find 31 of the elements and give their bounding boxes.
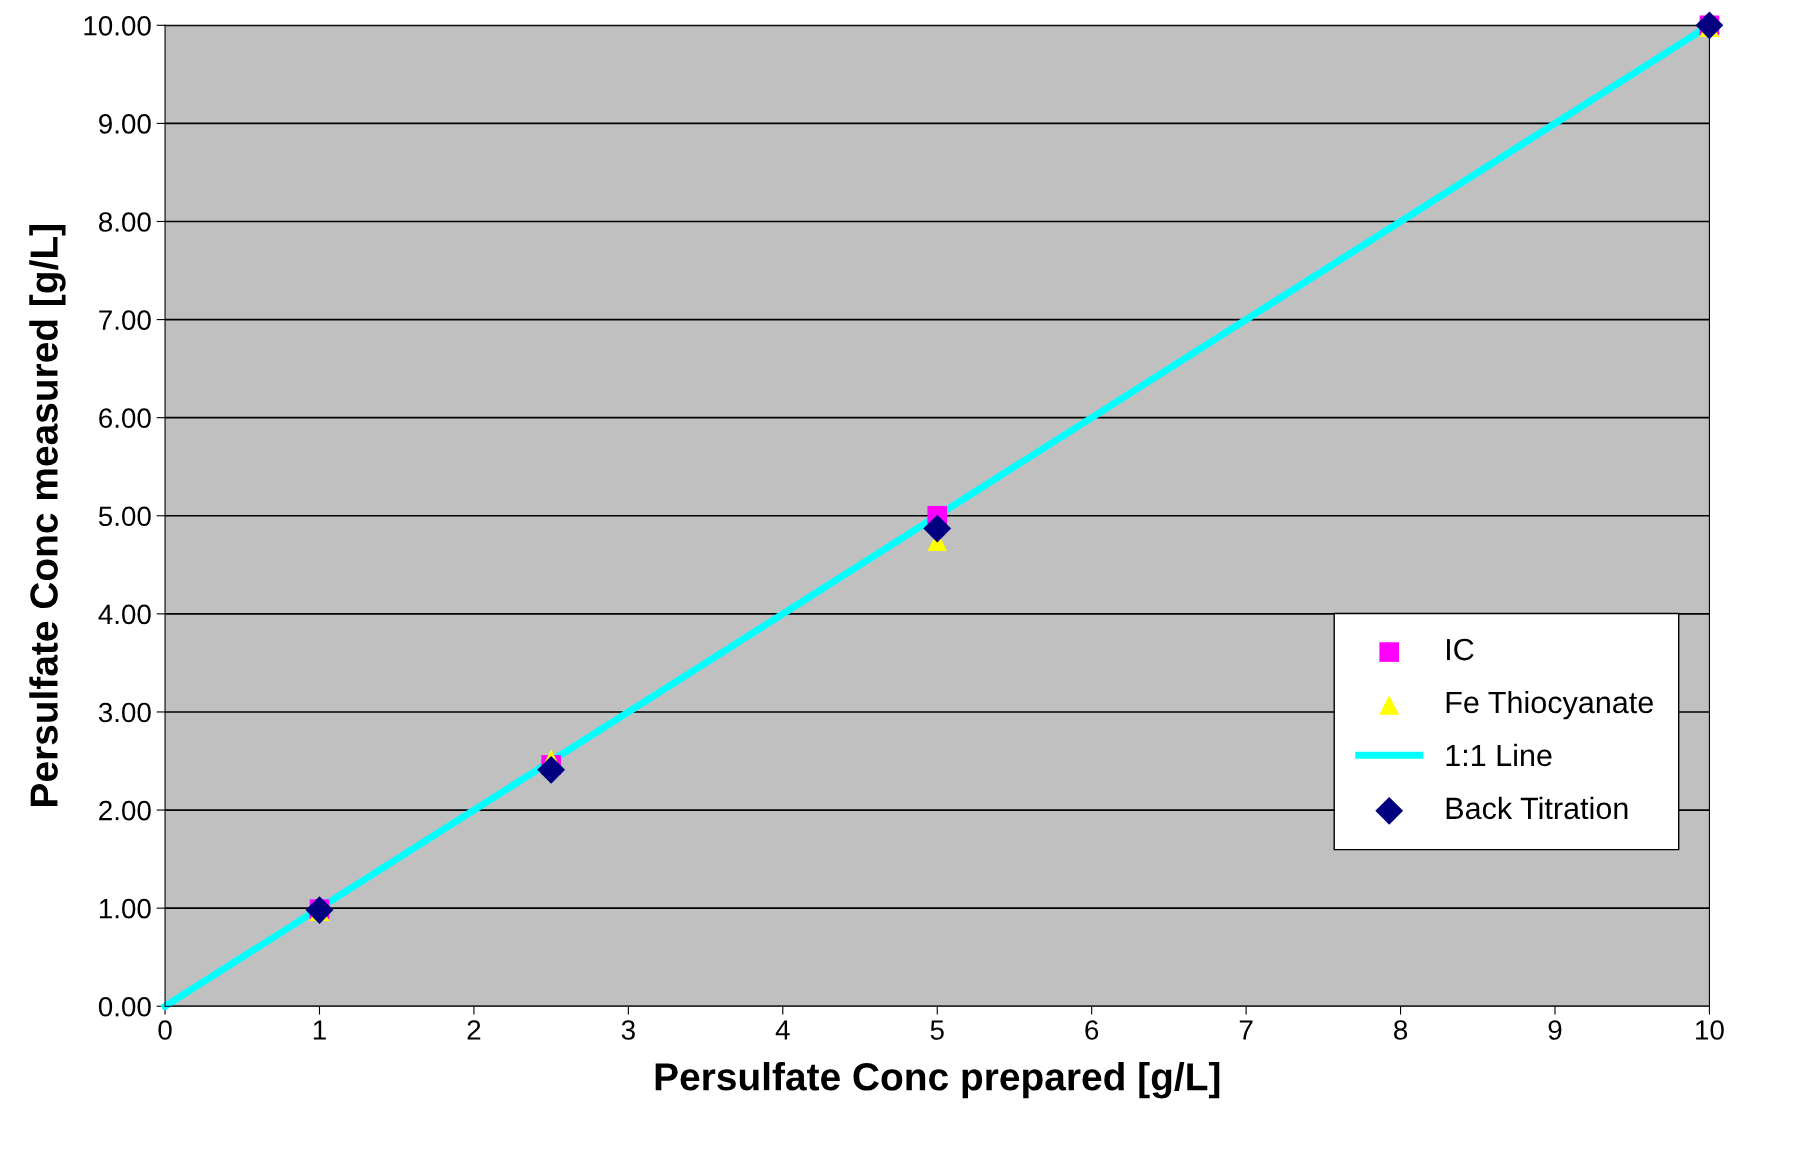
legend-label: Back Titration bbox=[1446, 796, 1628, 820]
y-tick-label: 4.00 bbox=[98, 604, 151, 625]
x-tick-label: 3 bbox=[621, 1020, 635, 1040]
y-axis-title: Persulfate Conc measured [g/L] bbox=[29, 225, 66, 806]
x-tick-label: 6 bbox=[1085, 1020, 1099, 1040]
y-tick-label: 8.00 bbox=[99, 212, 151, 232]
x-tick-label: 2 bbox=[467, 1020, 481, 1040]
x-tick-label: 0 bbox=[158, 1020, 172, 1040]
legend-label: IC bbox=[1447, 638, 1474, 661]
point bbox=[305, 896, 334, 925]
y-tick-label: 0.00 bbox=[98, 996, 151, 1017]
x-tick-label: 10 bbox=[1696, 1020, 1724, 1040]
x-tick-label: 1 bbox=[313, 1020, 326, 1040]
y-tick-label: 7.00 bbox=[99, 310, 151, 330]
x-tick-label: 8 bbox=[1394, 1020, 1408, 1040]
x-tick-label: 7 bbox=[1239, 1020, 1253, 1040]
x-tick-label: 4 bbox=[775, 1020, 790, 1040]
legend-label: Fe Thiocyanate bbox=[1446, 690, 1653, 720]
x-tick-label: 5 bbox=[930, 1020, 944, 1040]
y-tick-label: 9.00 bbox=[99, 114, 151, 134]
point bbox=[537, 755, 566, 784]
point bbox=[923, 514, 952, 543]
legend-label: 1:1 Line bbox=[1446, 743, 1552, 767]
y-tick-label: 3.00 bbox=[98, 702, 151, 723]
y-tick-label: 1.00 bbox=[99, 898, 151, 919]
y-tick-label: 10.00 bbox=[84, 15, 151, 36]
x-tick-label: 9 bbox=[1548, 1020, 1562, 1040]
x-axis-title: Persulfate Conc prepared [g/L] bbox=[655, 1062, 1220, 1099]
y-tick-label: 2.00 bbox=[99, 800, 151, 821]
y-tick-label: 5.00 bbox=[98, 506, 151, 527]
y-tick-label: 6.00 bbox=[99, 408, 151, 429]
